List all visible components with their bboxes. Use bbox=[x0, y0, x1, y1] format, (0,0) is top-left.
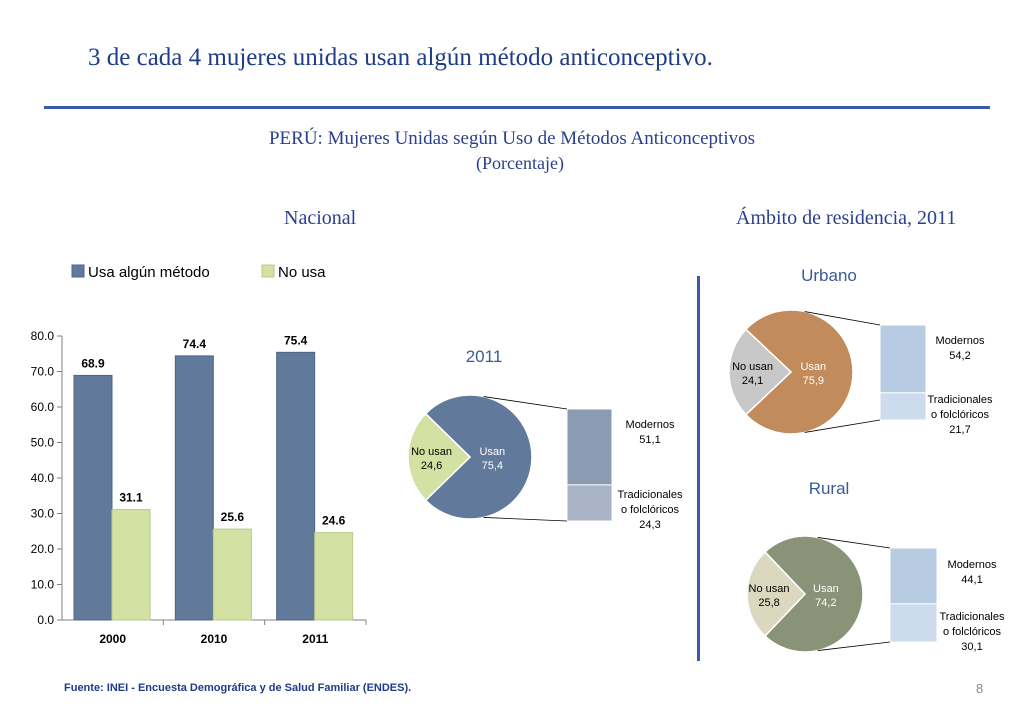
breakdown-modernos bbox=[879, 324, 927, 394]
pie-heading: 2011 bbox=[466, 347, 503, 366]
y-tick-label: 80.0 bbox=[31, 329, 55, 343]
breakdown-label-tradicionales: o folclóricos bbox=[931, 409, 990, 421]
x-tick-label: 2010 bbox=[201, 632, 228, 646]
pie-slice-usan bbox=[744, 309, 854, 435]
bar-value-label: 74.4 bbox=[183, 337, 207, 351]
pie-value-usan: 74,2 bbox=[815, 597, 836, 609]
y-tick-label: 0.0 bbox=[37, 613, 54, 627]
pie-label-no-usan: No usan bbox=[411, 446, 452, 458]
pie-label-no-usan: No usan bbox=[749, 583, 790, 595]
pie-chart-rural: Usan 74,2 No usan 25,8 Modernos 44,1 Tradicion… bbox=[746, 479, 1005, 653]
y-tick-label: 40.0 bbox=[31, 471, 55, 485]
bar-chart: 0.0 10.0 20.0 30.0 40.0 50.0 60.0 70.0 80.0 68.9 3… bbox=[31, 264, 367, 646]
bar-no-usa-2011 bbox=[314, 532, 354, 621]
y-tick-label: 10.0 bbox=[31, 578, 55, 592]
pie-value-usan: 75,9 bbox=[803, 375, 824, 387]
chart-subtitle: (Porcentaje) bbox=[476, 153, 564, 173]
section-ambito: Ámbito de residencia, 2011 bbox=[736, 207, 957, 229]
breakdown-label-modernos: Modernos bbox=[948, 559, 997, 571]
chart-title: PERÚ: Mujeres Unidas según Uso de Método… bbox=[268, 128, 756, 149]
source-footer: Fuente: INEI - Encuesta Demográfica y de… bbox=[64, 682, 412, 694]
bar-no-usa-2000 bbox=[111, 509, 151, 621]
breakdown-label-tradicionales: Tradicionales bbox=[927, 394, 993, 406]
breakdown-modernos bbox=[566, 408, 613, 486]
pie-chart-urbano: Usan 75,9 No usan 24,1 Modernos 54,2 Tradicion… bbox=[728, 266, 993, 436]
pie-label-no-usan: No usan bbox=[732, 361, 773, 373]
page-number: 8 bbox=[976, 681, 984, 696]
y-tick-label: 70.0 bbox=[31, 365, 55, 379]
breakdown-tradicionales bbox=[889, 603, 938, 643]
y-tick-label: 30.0 bbox=[31, 507, 55, 521]
breakdown-value-modernos: 54,2 bbox=[949, 350, 970, 362]
title-divider bbox=[44, 106, 990, 109]
pie-value-usan: 75,4 bbox=[482, 460, 503, 472]
breakdown-tradicionales bbox=[566, 484, 613, 522]
bar-usa-2011 bbox=[276, 351, 316, 621]
bar-value-label: 68.9 bbox=[81, 356, 105, 370]
breakdown-label-modernos: Modernos bbox=[626, 419, 675, 431]
pie-slice-usan bbox=[763, 535, 864, 653]
section-nacional: Nacional bbox=[284, 207, 357, 229]
legend-label: No usa bbox=[278, 264, 326, 281]
breakdown-label-tradicionales: o folclóricos bbox=[621, 504, 680, 516]
breakdown-value-tradicionales: 21,7 bbox=[949, 424, 970, 436]
pie-heading: Urbano bbox=[801, 266, 857, 285]
breakdown-value-modernos: 44,1 bbox=[961, 574, 982, 586]
bar-usa-2000 bbox=[73, 374, 113, 621]
x-tick-label: 2011 bbox=[302, 632, 328, 646]
bar-value-label: 25.6 bbox=[221, 510, 245, 524]
legend-label: Usa algún método bbox=[88, 264, 210, 281]
pie-label-usan: Usan bbox=[813, 583, 839, 595]
breakdown-value-modernos: 51,1 bbox=[639, 434, 660, 446]
breakdown-label-modernos: Modernos bbox=[936, 335, 985, 347]
bar-value-label: 31.1 bbox=[119, 491, 143, 505]
breakdown-label-tradicionales: Tradicionales bbox=[617, 489, 683, 501]
breakdown-tradicionales bbox=[879, 392, 927, 421]
breakdown-value-tradicionales: 24,3 bbox=[639, 519, 660, 531]
connector-line bbox=[804, 419, 881, 433]
legend-swatch bbox=[261, 264, 275, 278]
pie-value-no-usan: 25,8 bbox=[758, 597, 779, 609]
breakdown-label-tradicionales: o folclóricos bbox=[943, 626, 1002, 638]
breakdown-modernos bbox=[889, 547, 938, 605]
connector-line bbox=[483, 396, 568, 410]
bar-no-usa-2010 bbox=[212, 528, 252, 621]
bar-value-label: 24.6 bbox=[322, 514, 346, 528]
pie-slice-usan bbox=[424, 394, 533, 520]
connector-line bbox=[817, 641, 891, 651]
x-tick-label: 2000 bbox=[99, 632, 126, 646]
legend-swatch bbox=[71, 264, 85, 278]
connector-line bbox=[817, 537, 891, 549]
y-tick-label: 60.0 bbox=[31, 400, 55, 414]
pie-heading: Rural bbox=[809, 479, 850, 498]
pie-slice-no-usan bbox=[746, 550, 807, 638]
pie-label-usan: Usan bbox=[479, 446, 505, 458]
breakdown-value-tradicionales: 30,1 bbox=[961, 641, 982, 653]
vertical-divider bbox=[697, 276, 700, 661]
pie-slice-no-usan bbox=[728, 328, 793, 416]
connector-line bbox=[483, 517, 568, 522]
y-tick-label: 20.0 bbox=[31, 542, 55, 556]
slide-title: 3 de cada 4 mujeres unidas usan algún mé… bbox=[88, 44, 713, 71]
pie-value-no-usan: 24,6 bbox=[421, 460, 442, 472]
bar-value-label: 75.4 bbox=[284, 333, 308, 347]
pie-slice-no-usan bbox=[407, 412, 472, 502]
pie-chart-nacional: Usan 75,4 No usan 24,6 Modernos 51,1 Tradicion… bbox=[407, 347, 683, 531]
pie-value-no-usan: 24,1 bbox=[742, 375, 763, 387]
breakdown-label-tradicionales: Tradicionales bbox=[939, 611, 1005, 623]
pie-label-usan: Usan bbox=[800, 361, 826, 373]
bar-usa-2010 bbox=[174, 355, 214, 621]
y-tick-label: 50.0 bbox=[31, 436, 55, 450]
connector-line bbox=[804, 311, 881, 326]
